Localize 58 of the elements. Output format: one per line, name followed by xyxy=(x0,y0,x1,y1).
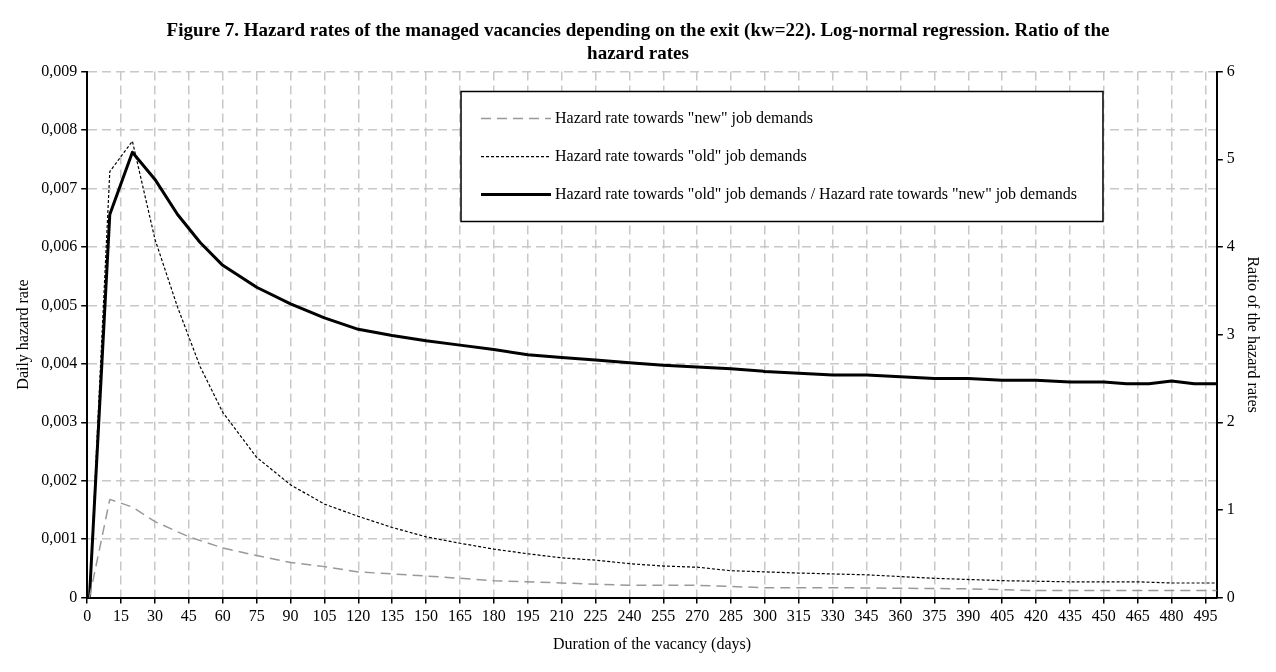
x-tick-label: 315 xyxy=(786,607,811,625)
x-tick-label: 135 xyxy=(380,607,405,625)
y-tick-label: 0,009 xyxy=(41,61,78,79)
x-tick-label: 30 xyxy=(146,607,163,625)
x-tick-label: 105 xyxy=(312,607,337,625)
x-tick-label: 150 xyxy=(414,607,439,625)
y-tick-label: 0,008 xyxy=(41,120,78,138)
chart-title: Figure 7. Hazard rates of the managed vacancies depending on the exit (kw=22). Log-normal regression. Ratio of the hazard rates xyxy=(166,19,1110,64)
x-tick-label: 225 xyxy=(583,607,608,625)
y-tick-label: 0,005 xyxy=(41,295,78,313)
x-tick-label: 405 xyxy=(990,607,1015,625)
y2-tick-label: 5 xyxy=(1226,149,1235,167)
x-tick-label: 390 xyxy=(956,607,981,625)
x-tick-label: 240 xyxy=(617,607,642,625)
y2-tick-label: 1 xyxy=(1226,500,1235,518)
y-axis-title: Daily hazard rate xyxy=(13,279,32,390)
x-tick-label: 300 xyxy=(752,607,777,625)
x-tick-label: 375 xyxy=(922,607,947,625)
x-tick-label: 15 xyxy=(113,607,130,625)
legend-label: Hazard rate towards "old" job demands xyxy=(555,146,807,165)
x-tick-label: 330 xyxy=(820,607,845,625)
x-tick-label: 165 xyxy=(447,607,472,625)
x-tick-label: 60 xyxy=(214,607,231,625)
y2-tick-label: 3 xyxy=(1226,324,1235,342)
y-tick-label: 0,004 xyxy=(41,354,78,372)
legend-label: Hazard rate towards "new" job demands xyxy=(555,108,813,127)
y-tick-label: 0,006 xyxy=(41,237,78,255)
x-tick-label: 480 xyxy=(1159,607,1184,625)
y-tick-label: 0,002 xyxy=(41,470,78,488)
x-axis-title: Duration of the vacancy (days) xyxy=(552,634,752,653)
y2-tick-label: 4 xyxy=(1226,237,1235,255)
x-tick-label: 465 xyxy=(1125,607,1150,625)
x-tick-label: 495 xyxy=(1193,607,1218,625)
y2-tick-label: 0 xyxy=(1226,587,1235,605)
y2-tick-label: 6 xyxy=(1226,61,1235,79)
x-tick-label: 360 xyxy=(888,607,913,625)
x-tick-label: 0 xyxy=(83,607,92,625)
x-tick-label: 345 xyxy=(854,607,879,625)
x-tick-label: 180 xyxy=(481,607,506,625)
y-tick-label: 0,003 xyxy=(41,412,78,430)
x-tick-label: 210 xyxy=(549,607,574,625)
x-tick-label: 45 xyxy=(180,607,197,625)
x-tick-label: 450 xyxy=(1091,607,1116,625)
x-tick-label: 120 xyxy=(346,607,371,625)
y-tick-label: 0,007 xyxy=(41,178,78,196)
x-tick-label: 435 xyxy=(1057,607,1082,625)
x-tick-label: 195 xyxy=(515,607,540,625)
y-tick-label: 0,001 xyxy=(41,529,78,547)
y2-tick-label: 2 xyxy=(1226,412,1235,430)
x-tick-label: 90 xyxy=(282,607,299,625)
y2-axis-title: Ratio of the hazard rates xyxy=(1245,256,1263,413)
legend-label: Hazard rate towards "old" job demands / Hazard rate towards "new" job demands xyxy=(555,184,1077,203)
x-tick-label: 75 xyxy=(248,607,265,625)
y-tick-label: 0 xyxy=(69,587,78,605)
x-tick-label: 270 xyxy=(685,607,710,625)
x-tick-label: 255 xyxy=(651,607,676,625)
x-tick-label: 285 xyxy=(719,607,744,625)
x-tick-label: 420 xyxy=(1024,607,1049,625)
